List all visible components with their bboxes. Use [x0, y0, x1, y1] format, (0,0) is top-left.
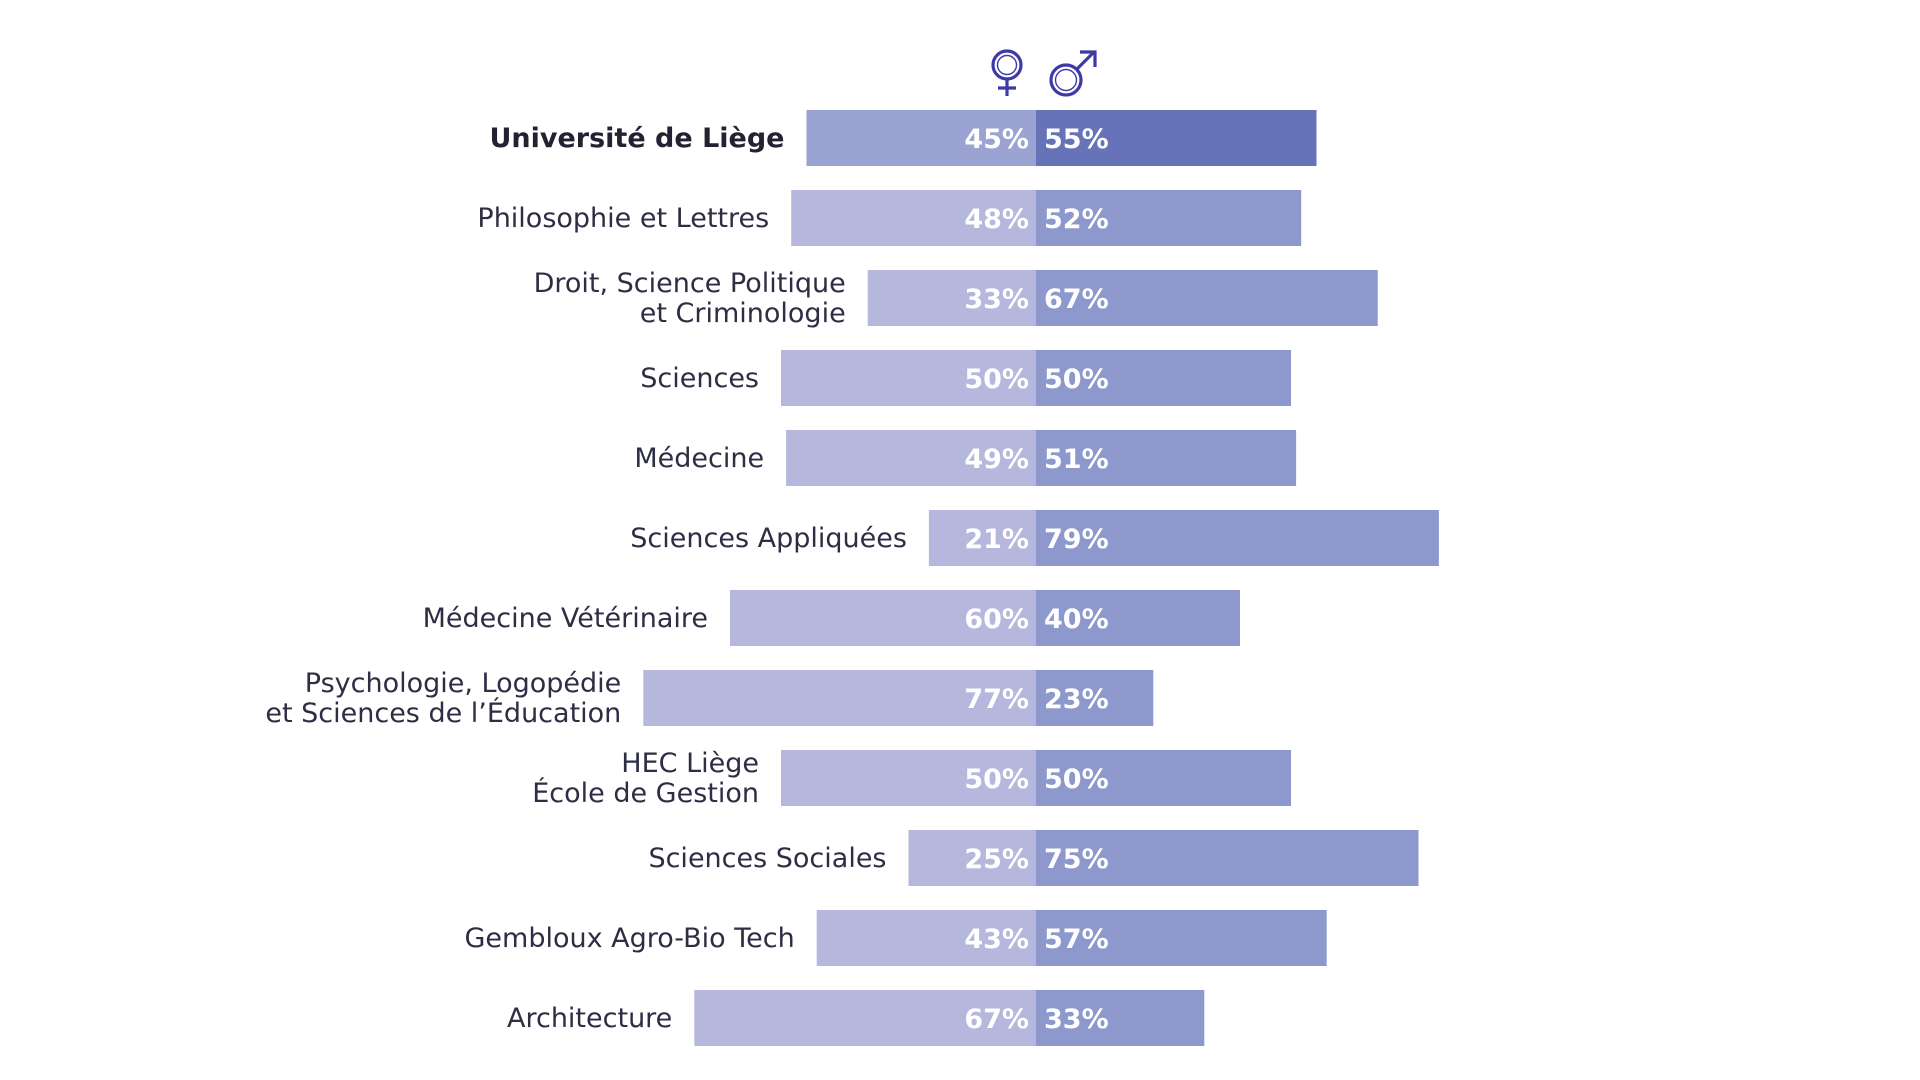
- bar-row: 21% 79% Sciences Appliquées: [630, 510, 1439, 566]
- female-bar: [781, 750, 1036, 806]
- category-label: Psychologie, Logopédie et Sciences de l’É…: [265, 668, 621, 729]
- category-label: Sciences: [640, 363, 759, 394]
- female-percent-label: 50%: [964, 764, 1029, 795]
- female-bar: [867, 270, 1036, 326]
- female-bar: [806, 110, 1036, 166]
- male-bar: [1036, 750, 1291, 806]
- male-bar: [1036, 110, 1317, 166]
- bar-row: 60% 40% Médecine Vétérinaire: [423, 590, 1240, 646]
- female-percent-label: 50%: [964, 364, 1029, 395]
- female-bar: [694, 990, 1036, 1046]
- category-label: HEC Liège École de Gestion: [532, 748, 759, 809]
- female-percent-label: 48%: [964, 204, 1029, 235]
- male-percent-label: 67%: [1044, 284, 1109, 315]
- category-label: Médecine Vétérinaire: [423, 603, 708, 634]
- female-bar: [928, 510, 1036, 566]
- bar-row: 48% 52% Philosophie et Lettres: [477, 190, 1302, 246]
- bar-row: 33% 67% Droit, Science Politique et Crimino…: [534, 268, 1378, 329]
- male-bar: [1036, 590, 1240, 646]
- female-percent-label: 45%: [964, 124, 1029, 155]
- male-percent-label: 57%: [1044, 924, 1109, 955]
- male-percent-label: 33%: [1044, 1004, 1109, 1035]
- female-percent-label: 43%: [964, 924, 1029, 955]
- category-label: Philosophie et Lettres: [477, 203, 769, 234]
- female-bar: [908, 830, 1036, 886]
- bar-row: 50% 50% Sciences: [640, 350, 1291, 406]
- female-bar: [730, 590, 1036, 646]
- female-percent-label: 21%: [964, 524, 1029, 555]
- bar-row: 43% 57% Gembloux Agro-Bio Tech: [465, 910, 1327, 966]
- male-bar: [1036, 510, 1439, 566]
- category-label: Médecine: [634, 443, 764, 474]
- male-bar: [1036, 430, 1297, 486]
- male-bar: [1036, 670, 1154, 726]
- bar-row: 25% 75% Sciences Sociales: [648, 830, 1419, 886]
- female-percent-label: 49%: [964, 444, 1029, 475]
- male-percent-label: 52%: [1044, 204, 1109, 235]
- male-symbol-icon: [1049, 50, 1097, 97]
- bar-row: 67% 33% Architecture: [507, 990, 1205, 1046]
- male-percent-label: 75%: [1044, 844, 1109, 875]
- male-bar: [1036, 190, 1302, 246]
- female-percent-label: 25%: [964, 844, 1029, 875]
- category-label: Sciences Sociales: [648, 843, 886, 874]
- female-percent-label: 60%: [964, 604, 1029, 635]
- male-bar: [1036, 990, 1205, 1046]
- female-percent-label: 33%: [964, 284, 1029, 315]
- category-label: Architecture: [507, 1003, 672, 1034]
- male-percent-label: 50%: [1044, 764, 1109, 795]
- category-label: Sciences Appliquées: [630, 523, 907, 554]
- male-percent-label: 51%: [1044, 444, 1109, 475]
- female-bar: [816, 910, 1036, 966]
- male-percent-label: 79%: [1044, 524, 1109, 555]
- female-percent-label: 67%: [964, 1004, 1029, 1035]
- male-bar: [1036, 830, 1419, 886]
- bar-row: 45% 55% Université de Liège: [489, 110, 1317, 166]
- bar-row: 49% 51% Médecine: [634, 430, 1297, 486]
- male-percent-label: 40%: [1044, 604, 1109, 635]
- category-label: Droit, Science Politique et Criminologie: [534, 268, 846, 329]
- bar-row: 77% 23% Psychologie, Logopédie et Sciences …: [265, 668, 1154, 729]
- male-bar: [1036, 350, 1291, 406]
- bar-row: 50% 50% HEC Liège École de Gestion: [532, 748, 1291, 809]
- male-percent-label: 55%: [1044, 124, 1109, 155]
- male-bar: [1036, 910, 1327, 966]
- male-bar: [1036, 270, 1378, 326]
- female-bar: [781, 350, 1036, 406]
- male-percent-label: 50%: [1044, 364, 1109, 395]
- category-label: Gembloux Agro-Bio Tech: [465, 923, 795, 954]
- female-symbol-icon: [991, 49, 1023, 96]
- female-percent-label: 77%: [964, 684, 1029, 715]
- female-bar: [791, 190, 1036, 246]
- female-bar: [643, 670, 1036, 726]
- category-label: Université de Liège: [489, 123, 784, 154]
- male-percent-label: 23%: [1044, 684, 1109, 715]
- female-bar: [786, 430, 1036, 486]
